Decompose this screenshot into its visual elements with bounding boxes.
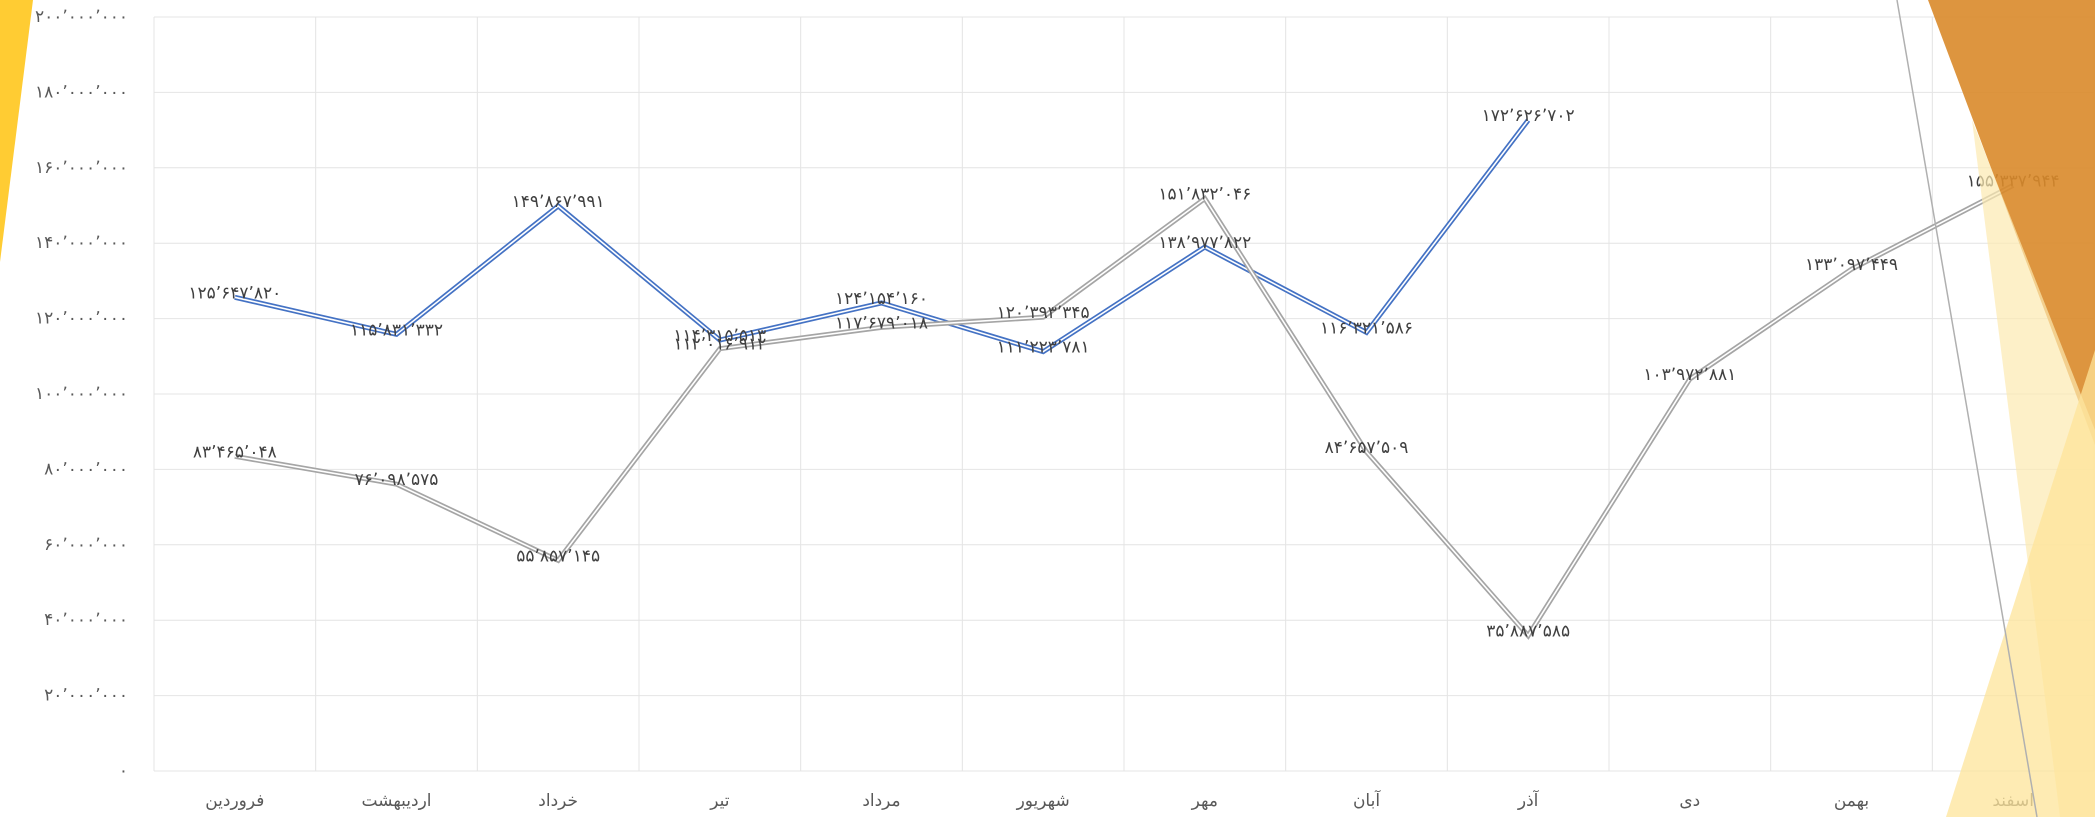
x-tick-label: آبان xyxy=(1353,789,1381,811)
y-tick-label: ۰ xyxy=(119,761,128,781)
data-label: ۸۴٬۶۵۷٬۵۰۹ xyxy=(1325,438,1409,458)
data-label: ۱۱۴٬۳۱۵٬۵۱۳ xyxy=(673,326,766,346)
y-tick-label: ۱۸۰٬۰۰۰٬۰۰۰ xyxy=(35,82,128,102)
x-tick-label: فروردین xyxy=(205,791,264,811)
series-line-inner xyxy=(234,184,2014,638)
decor-shape xyxy=(0,0,33,262)
decor-line xyxy=(1896,0,2038,817)
data-label: ۱۲۵٬۶۴۷٬۸۲۰ xyxy=(188,283,281,303)
x-tick-label: آذر xyxy=(1517,789,1540,811)
x-tick-label: شهریور xyxy=(1016,791,1070,811)
data-label: ۱۲۰٬۳۹۳٬۳۴۵ xyxy=(997,303,1090,323)
x-tick-label: بهمن xyxy=(1834,791,1869,811)
data-label: ۱۴۹٬۸۶۷٬۹۹۱ xyxy=(512,192,605,212)
plot-area: ۰ ۲۰٬۰۰۰٬۰۰۰ ۴۰٬۰۰۰٬۰۰۰ ۶۰٬۰۰۰٬۰۰۰ ۸۰٬۰۰۰٬۰۰… xyxy=(35,7,2095,811)
data-label: ۱۳۸٬۹۷۷٬۸۲۲ xyxy=(1158,233,1251,253)
data-label: ۱۵۱٬۸۳۲٬۰۴۶ xyxy=(1158,185,1251,205)
y-tick-label: ۸۰٬۰۰۰٬۰۰۰ xyxy=(44,459,128,479)
data-label: ۱۲۴٬۱۵۴٬۱۶۰ xyxy=(835,289,928,309)
x-tick-label: دی xyxy=(1679,791,1700,811)
data-label: ۱۰۳٬۹۷۲٬۸۸۱ xyxy=(1643,365,1736,385)
data-label: ۱۱۷٬۶۷۹٬۰۱۸ xyxy=(835,313,928,333)
data-label: ۱۷۲٬۶۲۶٬۷۰۲ xyxy=(1482,106,1575,126)
data-label: ۸۳٬۴۶۵٬۰۴۸ xyxy=(193,442,277,462)
y-tick-label: ۴۰٬۰۰۰٬۰۰۰ xyxy=(44,610,128,630)
x-tick-label: اردیبهشت xyxy=(361,791,431,811)
data-label: ۱۱۵٬۸۳۱٬۳۳۲ xyxy=(350,320,443,340)
data-label: ۷۶٬۰۹۸٬۵۷۵ xyxy=(355,470,439,490)
x-tick-label: مهر xyxy=(1191,791,1218,811)
y-tick-label: ۲۰۰٬۰۰۰٬۰۰۰ xyxy=(35,7,128,27)
data-label: ۱۳۳٬۰۹۷٬۴۴۹ xyxy=(1805,255,1898,275)
x-tick-label: مرداد xyxy=(862,791,900,811)
foreground-decoration xyxy=(1896,0,2095,817)
y-tick-label: ۱۰۰٬۰۰۰٬۰۰۰ xyxy=(35,384,128,404)
data-label: ۵۵٬۸۵۷٬۱۴۵ xyxy=(516,546,600,566)
decor-shape xyxy=(1946,350,2095,817)
series-line-inner xyxy=(234,119,1529,353)
y-tick-label: ۲۰٬۰۰۰٬۰۰۰ xyxy=(44,686,128,706)
background-decoration xyxy=(0,0,33,262)
data-label: ۳۵٬۸۸۷٬۵۸۵ xyxy=(1486,622,1570,642)
data-label: ۱۱۶٬۳۲۱٬۵۸۶ xyxy=(1320,318,1413,338)
x-tick-label: خرداد xyxy=(538,791,578,811)
y-tick-label: ۶۰٬۰۰۰٬۰۰۰ xyxy=(44,535,128,555)
y-tick-label: ۱۲۰٬۰۰۰٬۰۰۰ xyxy=(35,309,128,329)
data-label: ۱۱۱٬۲۲۳٬۷۸۱ xyxy=(997,338,1090,358)
y-tick-label: ۱۴۰٬۰۰۰٬۰۰۰ xyxy=(35,233,128,253)
data-label: ۱۱۲٬۰۱۶٬۹۱۲ xyxy=(673,335,766,355)
y-tick-label: ۱۶۰٬۰۰۰٬۰۰۰ xyxy=(35,158,128,178)
x-tick-label: تیر xyxy=(709,791,730,811)
